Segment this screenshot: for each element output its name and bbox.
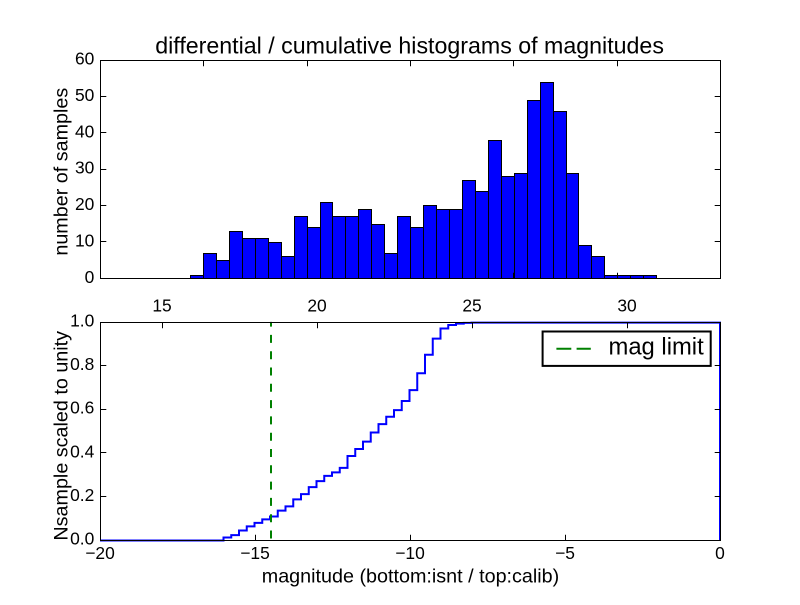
svg-text:30: 30 xyxy=(617,295,636,315)
svg-text:−10: −10 xyxy=(395,543,425,563)
svg-text:1.0: 1.0 xyxy=(70,310,94,330)
svg-text:−15: −15 xyxy=(240,543,270,563)
svg-text:15: 15 xyxy=(152,295,171,315)
svg-text:0: 0 xyxy=(85,267,95,287)
svg-text:0.4: 0.4 xyxy=(70,441,95,461)
svg-text:Nsample scaled to unity: Nsample scaled to unity xyxy=(50,331,72,541)
svg-text:0.2: 0.2 xyxy=(70,485,94,505)
svg-text:differential / cumulative hist: differential / cumulative histograms of … xyxy=(155,32,664,58)
svg-text:20: 20 xyxy=(75,194,94,214)
svg-text:40: 40 xyxy=(75,121,94,141)
svg-text:magnitude (bottom:isnt / top:c: magnitude (bottom:isnt / top:calib) xyxy=(262,565,560,587)
svg-text:−5: −5 xyxy=(555,543,575,563)
svg-text:30: 30 xyxy=(75,158,94,178)
svg-text:20: 20 xyxy=(307,295,326,315)
svg-text:mag limit: mag limit xyxy=(609,334,705,361)
svg-text:number of samples: number of samples xyxy=(50,88,72,256)
svg-text:0.8: 0.8 xyxy=(70,354,94,374)
svg-text:0.0: 0.0 xyxy=(70,529,94,549)
svg-text:0.6: 0.6 xyxy=(70,398,94,418)
svg-text:−20: −20 xyxy=(85,543,115,563)
svg-text:60: 60 xyxy=(75,49,94,69)
svg-text:25: 25 xyxy=(462,295,481,315)
svg-text:50: 50 xyxy=(75,85,94,105)
svg-text:10: 10 xyxy=(75,230,94,250)
svg-text:0: 0 xyxy=(715,543,725,563)
